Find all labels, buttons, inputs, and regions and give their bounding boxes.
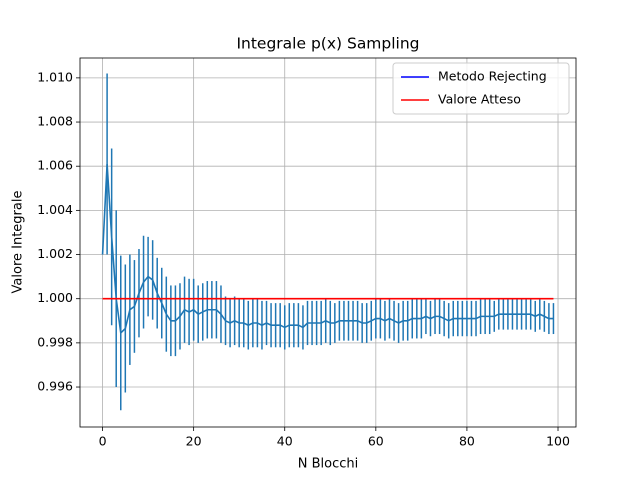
- y-tick-label: 1.002: [37, 246, 73, 261]
- legend-box: [392, 62, 570, 115]
- y-axis-label: Valore Integrale: [11, 191, 26, 294]
- y-tick-label: 1.010: [37, 69, 73, 84]
- x-tick-label: 20: [186, 434, 202, 449]
- y-tick-label: 0.998: [37, 334, 73, 349]
- x-tick-label: 40: [277, 434, 293, 449]
- y-tick-label: 1.000: [37, 290, 73, 305]
- plot-frame: [79, 57, 577, 428]
- x-tick-label: 60: [368, 434, 384, 449]
- x-tick-label: 0: [99, 434, 107, 449]
- chart-title: Integrale p(x) Sampling: [236, 35, 419, 53]
- legend-label: Metodo Rejecting: [438, 69, 547, 84]
- y-tick-label: 0.996: [37, 379, 73, 394]
- x-tick-label: 80: [459, 434, 475, 449]
- legend-label: Valore Atteso: [438, 92, 521, 107]
- y-tick-label: 1.006: [37, 158, 73, 173]
- series-line: [101, 163, 554, 335]
- y-tick-label: 1.008: [37, 114, 73, 129]
- y-tick-label: 1.004: [37, 202, 73, 217]
- x-tick-label: 100: [546, 434, 570, 449]
- x-axis-label: N Blocchi: [298, 457, 359, 472]
